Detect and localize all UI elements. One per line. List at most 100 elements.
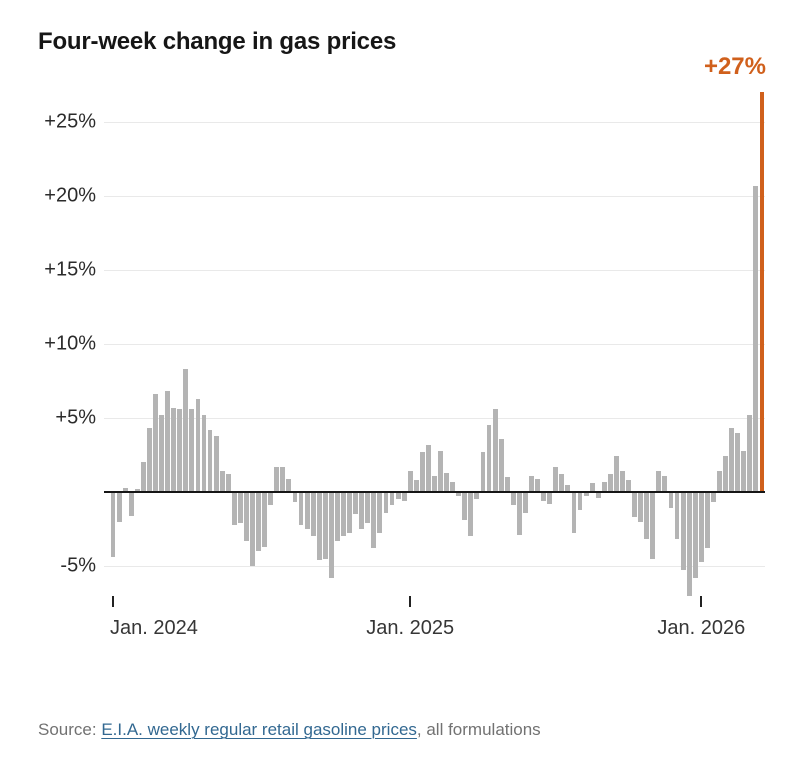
bar xyxy=(704,492,710,549)
bar xyxy=(110,492,116,558)
bar xyxy=(177,409,183,492)
bar xyxy=(128,492,134,516)
bar xyxy=(541,492,547,501)
bar xyxy=(298,492,304,525)
bar xyxy=(698,492,704,562)
y-axis-label: -5% xyxy=(60,554,96,577)
bar xyxy=(250,492,255,566)
bar xyxy=(195,398,201,492)
bar xyxy=(310,492,316,537)
bar xyxy=(711,492,716,503)
bar xyxy=(589,483,595,492)
bar xyxy=(425,444,431,492)
bar xyxy=(559,474,565,492)
bar xyxy=(341,492,346,537)
bar xyxy=(219,471,225,492)
gridline--5 xyxy=(104,565,765,567)
x-axis-tick xyxy=(409,596,412,607)
bar xyxy=(419,452,425,492)
bar xyxy=(668,492,674,509)
bar xyxy=(237,492,243,524)
bar xyxy=(159,415,164,492)
bar xyxy=(347,492,352,534)
bar xyxy=(686,492,692,596)
bar xyxy=(735,432,741,492)
bar xyxy=(692,492,698,578)
bar xyxy=(571,492,577,534)
bar xyxy=(547,492,553,504)
x-axis-tick xyxy=(700,596,703,607)
bar xyxy=(674,492,680,540)
bar xyxy=(171,407,177,492)
bar xyxy=(146,428,152,492)
bar xyxy=(371,492,377,549)
bar xyxy=(638,492,644,522)
bar xyxy=(201,415,207,492)
bar xyxy=(389,492,395,506)
y-axis-label: +25% xyxy=(44,110,96,133)
bar xyxy=(231,492,237,525)
source-link[interactable]: E.I.A. weekly regular retail gasoline pr… xyxy=(101,720,417,739)
bar xyxy=(153,394,158,492)
bar xyxy=(480,452,486,492)
bar xyxy=(535,478,540,492)
bar xyxy=(334,492,340,541)
bar xyxy=(140,462,146,492)
bar xyxy=(583,492,589,497)
x-axis-label: Jan. 2026 xyxy=(657,617,746,639)
gridline-5 xyxy=(104,417,765,419)
bar xyxy=(244,492,249,541)
x-axis-label: Jan. 2024 xyxy=(110,617,198,639)
bar xyxy=(292,492,298,503)
bar xyxy=(407,471,413,492)
bar xyxy=(717,471,722,492)
bar xyxy=(304,492,310,529)
bar xyxy=(328,492,334,578)
bar xyxy=(353,492,359,515)
bar xyxy=(607,474,613,492)
bar xyxy=(741,450,747,492)
bar xyxy=(207,429,213,492)
bar xyxy=(595,492,601,498)
bar xyxy=(268,492,274,506)
bar xyxy=(359,492,365,529)
bar xyxy=(723,456,728,492)
y-axis-label: +5% xyxy=(55,406,96,429)
bar xyxy=(486,425,492,492)
bar xyxy=(444,472,450,492)
bar xyxy=(680,492,686,571)
bar xyxy=(620,471,625,492)
bar xyxy=(474,492,480,500)
bar xyxy=(383,492,389,513)
bar xyxy=(626,480,631,492)
x-axis-label: Jan. 2025 xyxy=(366,617,455,639)
bar xyxy=(632,492,638,518)
bar xyxy=(516,492,522,535)
bar xyxy=(286,478,292,492)
bar xyxy=(729,428,735,492)
y-axis-label: +10% xyxy=(44,332,96,355)
bar xyxy=(274,466,280,492)
bar xyxy=(656,471,662,492)
bar xyxy=(462,492,468,521)
bar xyxy=(601,481,607,492)
bar xyxy=(213,435,219,492)
bar xyxy=(662,475,668,492)
bar xyxy=(183,369,189,492)
bar xyxy=(577,492,583,510)
source-note: Source: E.I.A. weekly regular retail gas… xyxy=(38,720,778,740)
bar xyxy=(256,492,261,552)
bar xyxy=(134,489,140,492)
source-suffix: , all formulations xyxy=(416,720,541,739)
bar xyxy=(316,492,322,561)
bar xyxy=(523,492,528,513)
bar xyxy=(225,474,231,492)
gridline-20 xyxy=(104,195,765,197)
gridline-10 xyxy=(104,343,765,345)
gridline-25 xyxy=(104,121,765,123)
bar xyxy=(753,185,759,492)
bar xyxy=(432,475,437,492)
x-axis-tick xyxy=(112,596,115,607)
bar xyxy=(401,492,407,501)
